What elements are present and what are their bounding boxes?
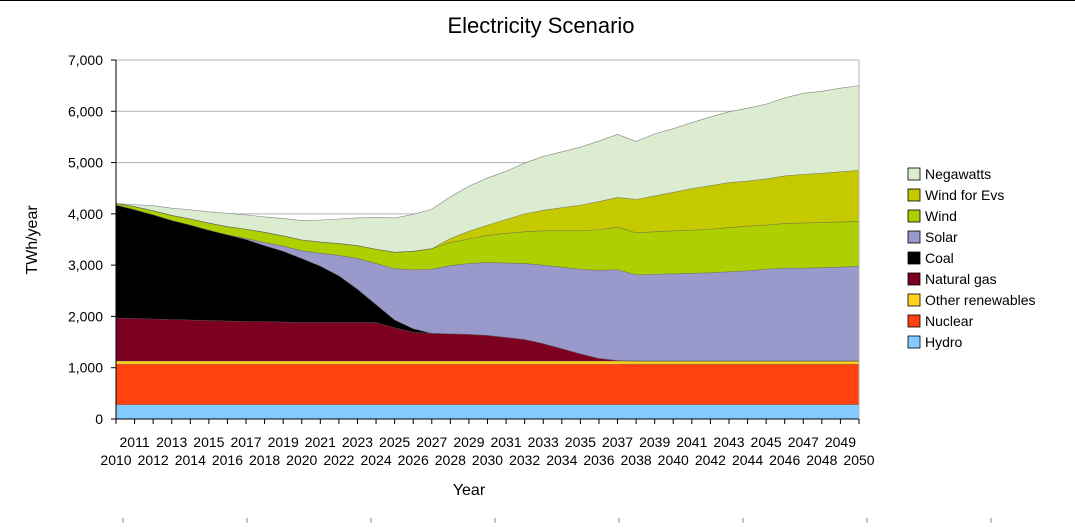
area-wind-for-evs: [116, 170, 859, 253]
area-edge-wind-for-evs: [115, 169, 860, 253]
x-tick-label: 2027: [416, 434, 447, 450]
area-nuclear: [116, 364, 859, 405]
x-tick-label: 2045: [751, 434, 782, 450]
area-other-renewables: [116, 361, 859, 365]
x-tick-label: 2018: [249, 452, 280, 468]
x-tick-label: 2042: [695, 452, 726, 468]
y-axis-label: TWh/year: [24, 205, 41, 275]
legend-label-negawatts: Negawatts: [925, 166, 991, 182]
x-tick-label: 2048: [806, 452, 837, 468]
legend-swatch-other-renewables: [907, 293, 921, 307]
legend-swatch-solar: [907, 230, 921, 244]
x-tick-label: 2014: [175, 452, 206, 468]
x-tick-label: 2044: [732, 452, 763, 468]
x-tick-label: 2028: [435, 452, 466, 468]
x-tick-label: 2046: [769, 452, 800, 468]
legend-swatch-coal: [907, 251, 921, 265]
x-axis-label: Year: [453, 482, 486, 499]
x-tick-label: 2012: [138, 452, 169, 468]
x-tick-label: 2039: [639, 434, 670, 450]
legend-swatch-wind-for-evs: [907, 188, 921, 202]
footer-marks: [122, 518, 992, 523]
legend-label-natural-gas: Natural gas: [925, 271, 997, 287]
area-edge-negawatts: [115, 85, 860, 221]
x-tick-label: 2015: [193, 434, 224, 450]
legend-label-wind: Wind: [925, 208, 957, 224]
legend-label-nuclear: Nuclear: [925, 313, 974, 329]
y-tick-label: 2,000: [68, 308, 103, 324]
x-tick-label: 2022: [323, 452, 354, 468]
x-tick-label: 2017: [230, 434, 261, 450]
area-edge-coal: [115, 204, 859, 362]
x-tick-label: 2029: [453, 434, 484, 450]
y-tick-label: 4,000: [68, 206, 103, 222]
x-tick-label: 2049: [825, 434, 856, 450]
area-coal: [116, 205, 859, 362]
x-tick-label: 2019: [268, 434, 299, 450]
y-tick-label: 1,000: [68, 360, 103, 376]
y-tick-label: 0: [95, 411, 103, 427]
x-tick-label: 2025: [379, 434, 410, 450]
area-series: [115, 85, 860, 419]
legend-swatch-wind: [907, 209, 921, 223]
x-tick-label: 2020: [286, 452, 317, 468]
x-tick-label: 2032: [509, 452, 540, 468]
legend-label-solar: Solar: [925, 229, 958, 245]
x-tick-label: 2030: [472, 452, 503, 468]
x-tick-label: 2043: [713, 434, 744, 450]
x-tick-label: 2013: [156, 434, 187, 450]
x-tick-label: 2023: [342, 434, 373, 450]
area-natural-gas: [116, 317, 859, 362]
y-tick-label: 3,000: [68, 257, 103, 273]
x-tick-label: 2026: [398, 452, 429, 468]
x-tick-label: 2011: [120, 434, 150, 450]
y-tick-label: 6,000: [68, 103, 103, 119]
legend-label-wind-for-evs: Wind for Evs: [925, 187, 1004, 203]
x-tick-label: 2047: [788, 434, 819, 450]
x-tick-labels: 2010 2011 2012 2013 2014 2015 2016 2017 2018 2019…: [100, 419, 875, 468]
legend-label-coal: Coal: [925, 250, 954, 266]
x-tick-label: 2050: [843, 452, 874, 468]
x-tick-label: 2041: [676, 434, 707, 450]
area-negawatts: [116, 85, 859, 253]
x-tick-label: 2033: [528, 434, 559, 450]
x-tick-label: 2024: [360, 452, 391, 468]
x-tick-label: 2035: [565, 434, 596, 450]
chart-title: Electricity Scenario: [447, 13, 634, 38]
x-tick-label: 2016: [212, 452, 243, 468]
x-tick-label: 2010: [100, 452, 131, 468]
x-tick-label: 2040: [658, 452, 689, 468]
legend-swatch-hydro: [907, 335, 921, 349]
legend: Negawatts Wind for Evs Wind Solar Coal Natura…: [907, 166, 1036, 350]
x-tick-label: 2031: [490, 434, 521, 450]
legend-swatch-negawatts: [907, 167, 921, 181]
area-solar: [116, 205, 859, 362]
y-tick-labels: 0 1,000 2,000 3,000 4,000 5,000 6,000 7,000: [68, 52, 116, 427]
legend-label-other-renewables: Other renewables: [925, 292, 1036, 308]
area-edge-solar: [115, 204, 860, 276]
area-wind: [116, 203, 859, 275]
x-tick-label: 2034: [546, 452, 577, 468]
x-tick-label: 2021: [305, 434, 336, 450]
x-tick-label: 2037: [602, 434, 633, 450]
y-tick-label: 7,000: [68, 52, 103, 68]
area-hydro: [116, 404, 859, 419]
y-tick-label: 5,000: [68, 155, 103, 171]
x-tick-label: 2036: [583, 452, 614, 468]
x-tick-label: 2038: [621, 452, 652, 468]
legend-swatch-natural-gas: [907, 272, 921, 286]
legend-swatch-nuclear: [907, 314, 921, 328]
legend-label-hydro: Hydro: [925, 334, 963, 350]
